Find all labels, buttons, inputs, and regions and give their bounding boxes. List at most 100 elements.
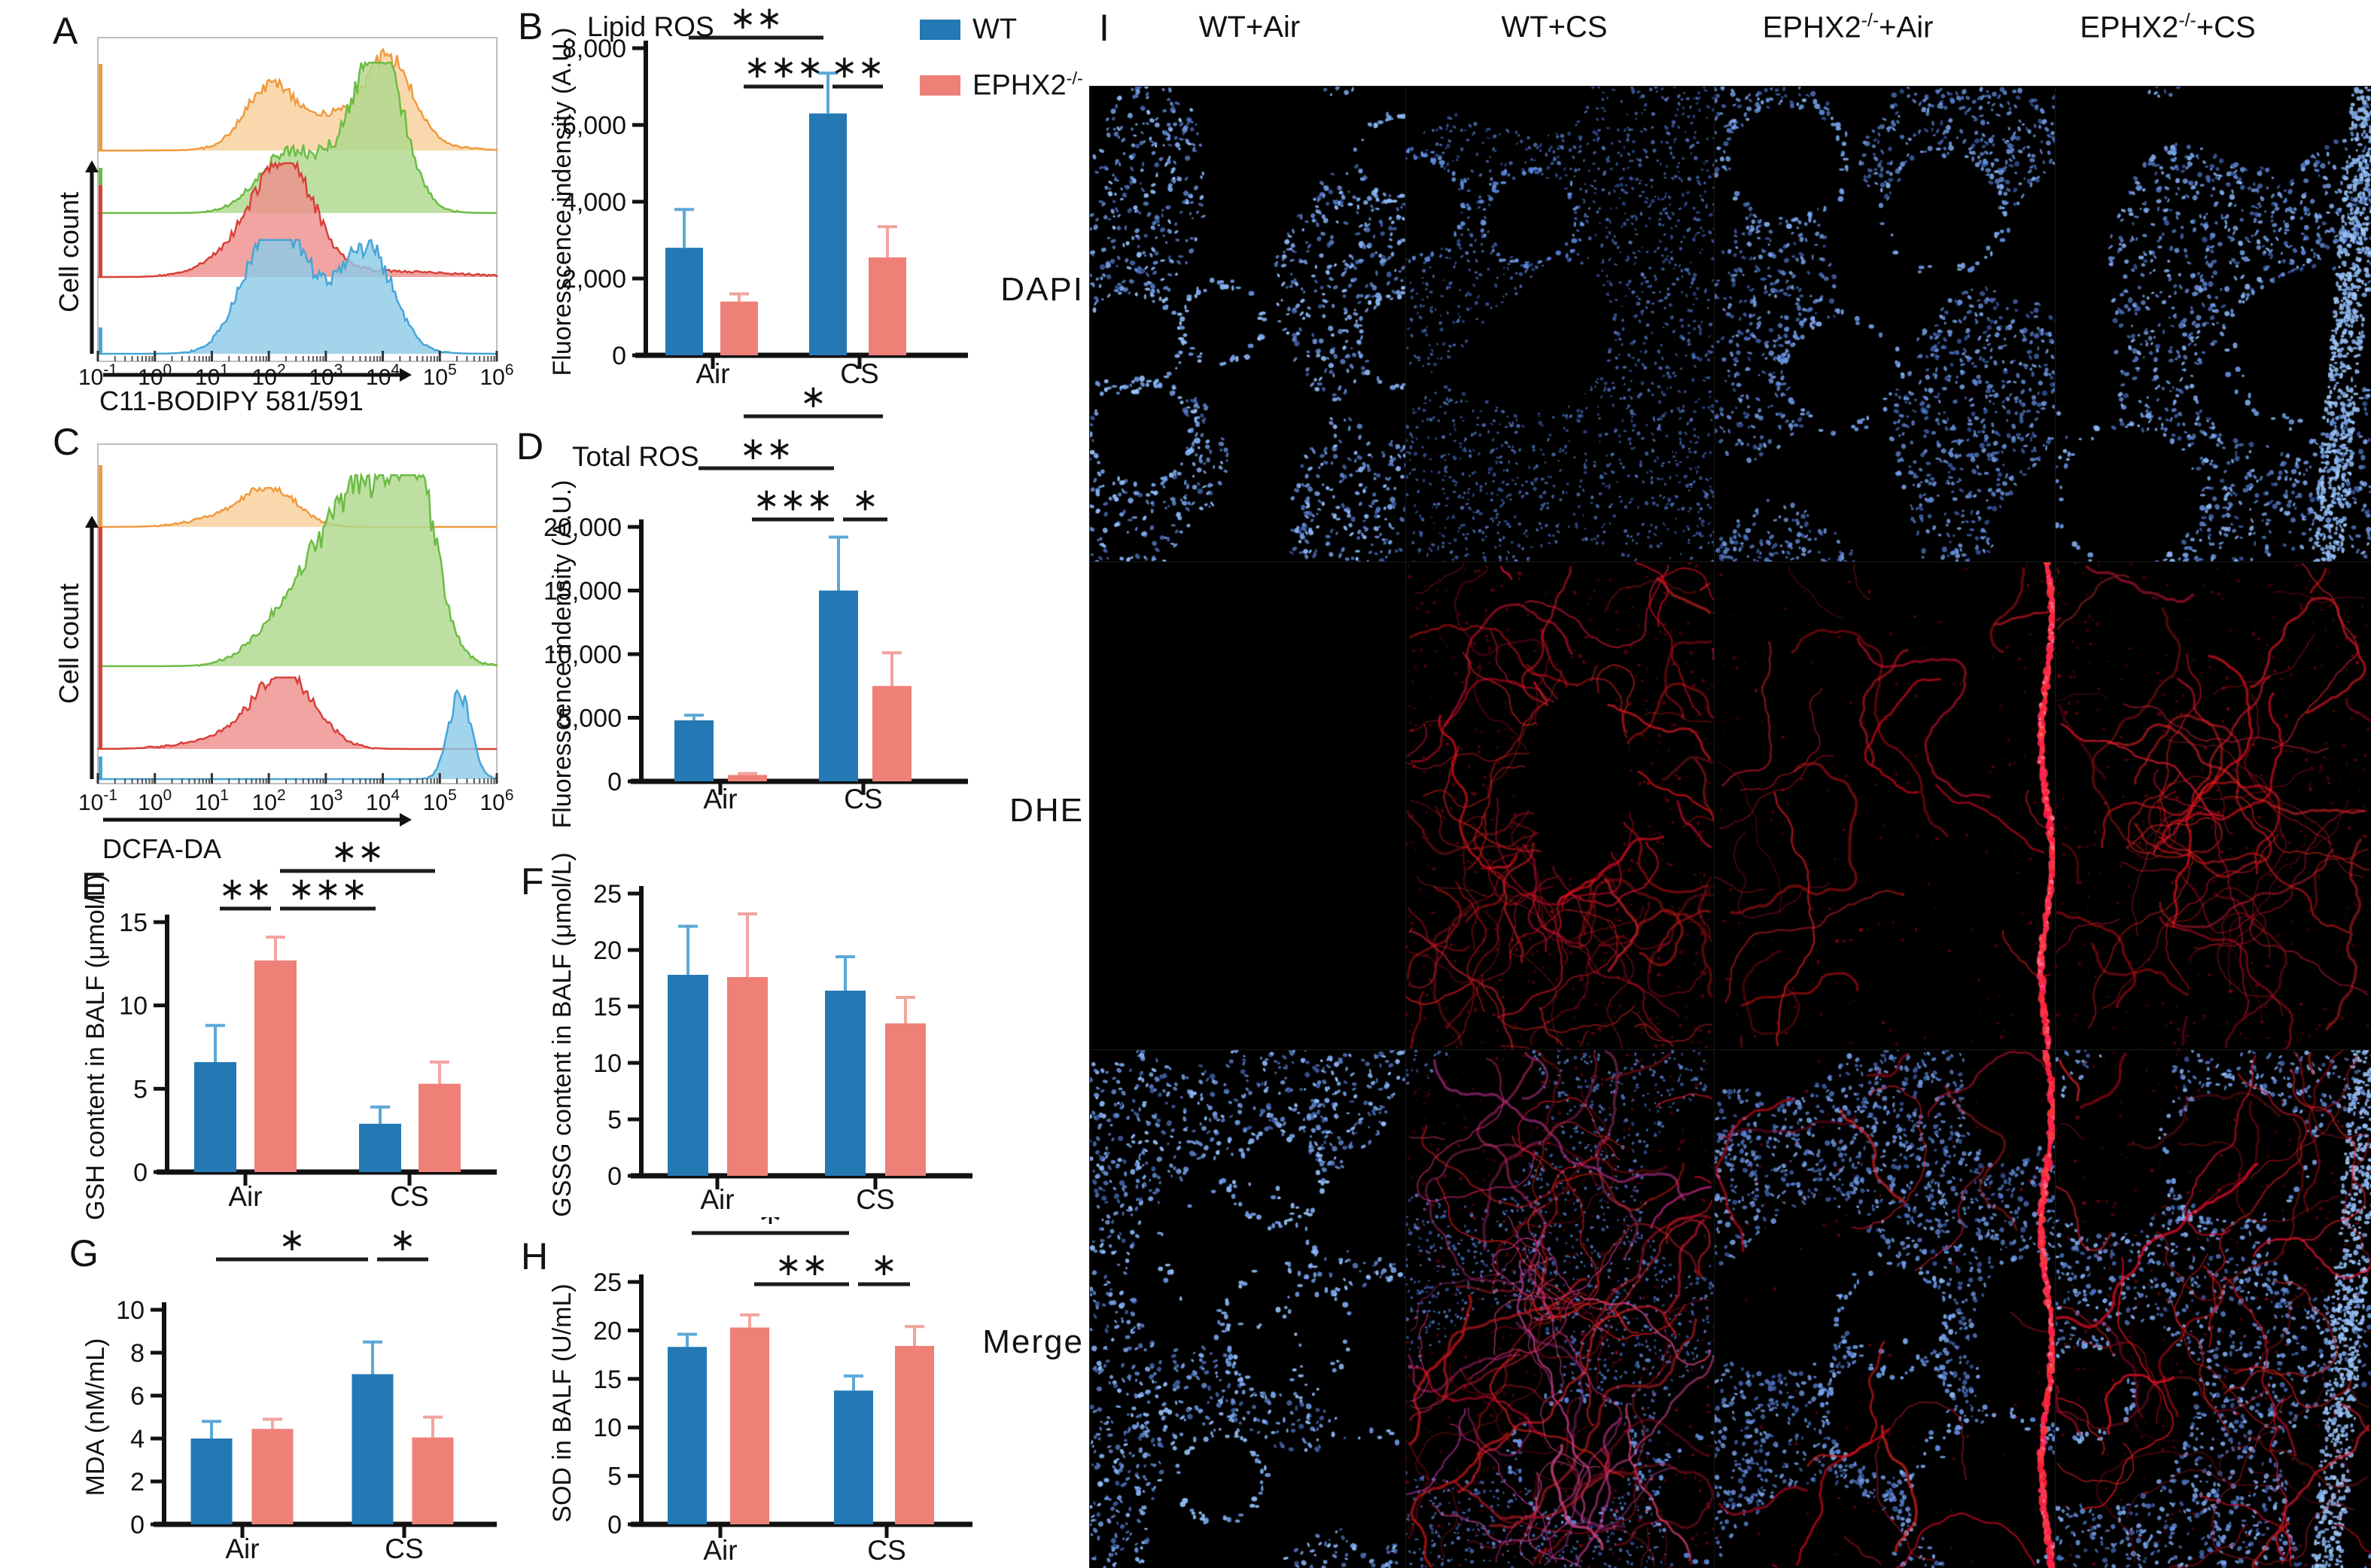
y-tick-label: 5,000 <box>558 705 622 733</box>
bar-cs-ephx2 <box>869 257 906 355</box>
panel-label-d: D <box>516 425 544 467</box>
x-category-label: Air <box>695 358 729 389</box>
row-label-dhe: DHE <box>1009 792 1084 829</box>
x-axis-arrow <box>400 368 412 382</box>
row-label-dapi: DAPI <box>1000 271 1084 308</box>
y-axis-label: Fluoresscence indensity (A.U.) <box>548 28 577 376</box>
bar-air-wt <box>194 1061 236 1172</box>
significance-label: ∗∗ <box>729 0 782 35</box>
x-tick-label: 101 <box>195 361 229 390</box>
bar-air-wt <box>190 1439 233 1524</box>
y-tick-label: 25 <box>593 880 622 909</box>
y-tick-label: 5 <box>133 1075 148 1104</box>
y-axis-label: GSH content in BALF (μmol/L) <box>81 874 110 1220</box>
x-category-label: Air <box>228 1181 262 1212</box>
panel-label-i: I <box>1099 7 1109 49</box>
immunofluorescence-grid: WT+Air WT+CS EPHX2-/-+Air EPHX2-/-+CS <box>1012 0 2371 1568</box>
x-category-label: CS <box>867 1535 905 1566</box>
significance-label: ∗∗ <box>219 871 272 906</box>
significance-label: ∗ <box>800 379 826 414</box>
x-tick-label: 103 <box>309 787 342 815</box>
y-tick-label: 10 <box>593 1049 622 1078</box>
y-tick-label: 0 <box>607 768 622 796</box>
legend-item-ephx2: EPHX2-/- <box>920 69 1083 102</box>
y-tick-label: 15 <box>593 993 622 1021</box>
micrograph-merge-col4 <box>2055 1049 2371 1568</box>
y-axis-label: Cell count <box>53 192 84 312</box>
bar-air-ephx2 <box>727 977 768 1176</box>
significance-label: ∗∗ <box>331 839 384 869</box>
bar-cs-wt <box>825 991 866 1176</box>
chart-title: Lipid ROS <box>587 11 714 42</box>
histogram-trace-orange <box>98 47 498 152</box>
x-tick-label: 100 <box>138 787 172 815</box>
bar-cs-ephx2 <box>419 1083 461 1172</box>
x-category-label: Air <box>225 1533 259 1564</box>
chart-title: Total ROS <box>572 441 699 472</box>
flow-histogram-total-ros: 10-1 100 101 102 103 104 105 106 DCFA-DA Cell cou… <box>45 418 519 869</box>
panel-label-b: B <box>518 5 543 47</box>
micrograph-dapi-col1 <box>1089 86 1407 563</box>
flow-histogram-lipid-ros: 10-1 100 101 102 103 104 105 106 C11-BODIPY 581/… <box>45 4 519 418</box>
significance-label: ∗ <box>389 1223 415 1257</box>
micrograph-merge-col3 <box>1714 1049 2056 1568</box>
y-tick-label: 15 <box>593 1366 622 1394</box>
micrograph-merge-col2 <box>1405 1049 1715 1568</box>
panel-label-a: A <box>53 10 78 52</box>
significance-label: ∗ <box>852 482 878 517</box>
x-axis-label: C11-BODIPY 581/591 <box>99 385 364 416</box>
y-tick-label: 15,000 <box>543 577 622 606</box>
legend: WT EPHX2-/- <box>920 14 1083 125</box>
bar-cs-wt <box>352 1374 394 1524</box>
y-tick-label: 4 <box>130 1425 145 1454</box>
significance-label: ∗ <box>278 1223 305 1257</box>
bar-cs-wt <box>809 113 847 355</box>
y-tick-label: 10 <box>593 1414 622 1442</box>
edge-spike-red <box>99 527 102 749</box>
x-tick-label: 102 <box>252 787 286 815</box>
wt-color-swatch <box>920 20 960 40</box>
bar-chart-gsh: 0 5 10 15 Air CS ∗∗ ∗∗ ∗∗∗ GSH content in BALF (μ… <box>45 833 519 1250</box>
micrograph-dhe-col1 <box>1089 562 1407 1051</box>
y-axis-arrow <box>85 160 99 172</box>
plot-frame <box>97 37 498 362</box>
x-tick-label: 106 <box>479 361 513 390</box>
bar-chart-lipid-ros: 0 2,000 4,000 6,000 8,000 Air CS ∗∗ ∗∗∗ ∗∗ ∗ Lipid … <box>512 0 1016 437</box>
micrograph-dhe-col3 <box>1714 562 2056 1051</box>
x-tick-label: 105 <box>423 787 457 815</box>
histogram-trace-green <box>98 471 498 668</box>
y-axis-label: GSSG content in BALF (μmol/L) <box>548 852 577 1216</box>
x-tick-label: 10-1 <box>78 787 117 815</box>
legend-item-wt: WT <box>920 14 1083 46</box>
x-tick-label: 103 <box>309 361 342 390</box>
panel-label-h: H <box>521 1235 549 1277</box>
histogram-trace-orange <box>98 486 497 528</box>
column-header-wt-cs: WT+CS <box>1501 11 1608 44</box>
x-category-label: CS <box>390 1181 428 1212</box>
y-tick-label: 8,000 <box>562 35 626 63</box>
x-category-label: CS <box>856 1184 894 1215</box>
bar-cs-ephx2 <box>872 686 912 781</box>
x-category-label: Air <box>703 784 737 814</box>
bar-air-ephx2 <box>728 775 767 781</box>
column-header-ephx2-cs: EPHX2-/-+CS <box>2080 11 2256 44</box>
bar-air-wt <box>674 720 714 781</box>
x-category-label: Air <box>700 1184 734 1215</box>
significance-label: ∗∗∗ <box>744 49 823 84</box>
y-tick-label: 0 <box>133 1158 148 1187</box>
edge-spike-orange <box>99 64 102 151</box>
y-tick-label: 8 <box>130 1339 145 1368</box>
y-tick-label: 0 <box>607 1511 622 1539</box>
row-label-merge: Merge <box>982 1323 1084 1360</box>
micrograph-dapi-col2 <box>1405 86 1715 563</box>
significance-label: ∗∗∗ <box>753 482 833 517</box>
y-tick-label: 2 <box>130 1468 145 1496</box>
histogram-trace-green <box>98 60 497 215</box>
bar-chart-mda: 0 2 4 6 8 10 Air CS ∗ ∗ MDA (nM/mL) <box>45 1222 519 1568</box>
histogram-trace-blue <box>98 689 498 781</box>
bar-chart-gssg: 0 5 10 15 20 25 Air CS GSSG content in BALF (μmo… <box>512 841 1016 1251</box>
edge-spike-red <box>99 185 102 277</box>
bar-cs-wt <box>834 1390 873 1524</box>
panel-label-c: C <box>53 421 81 463</box>
